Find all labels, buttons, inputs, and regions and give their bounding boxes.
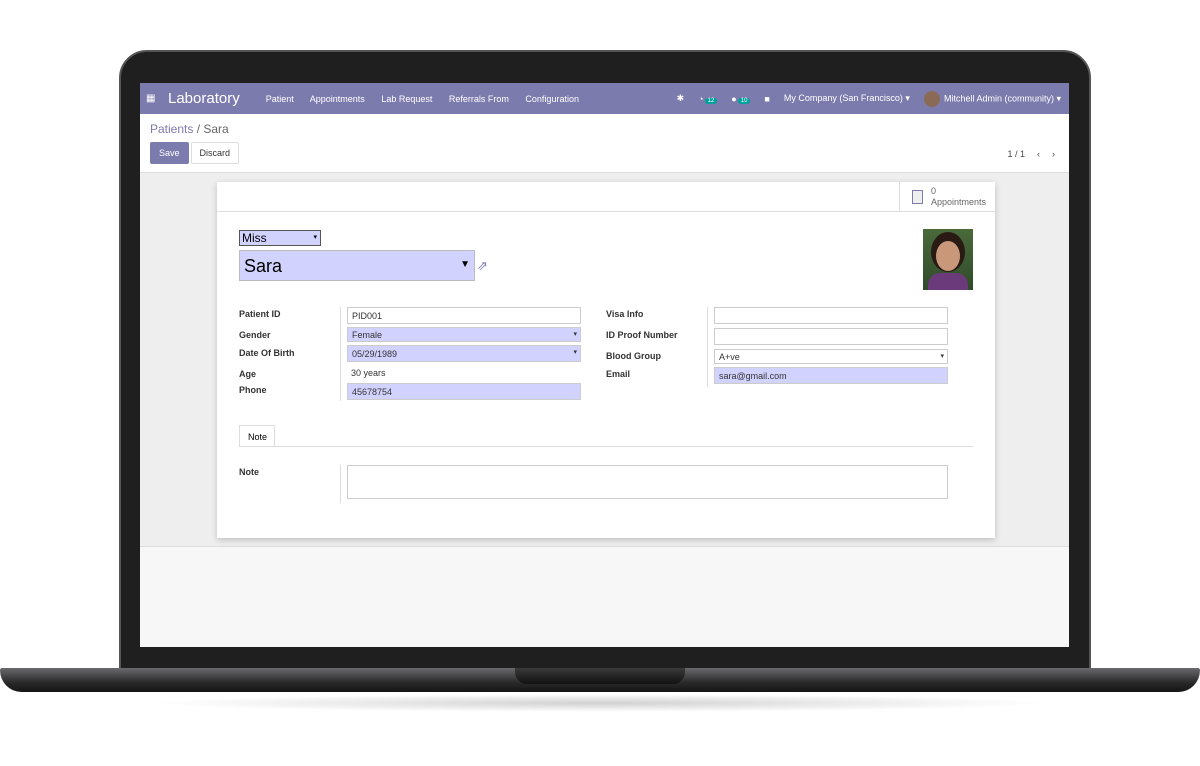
dob-input[interactable]: 05/29/1989 ▾	[347, 345, 581, 362]
menu-patient[interactable]: Patient	[265, 93, 294, 104]
chevron-left-icon[interactable]: ‹	[1037, 149, 1040, 159]
gender-value: Female	[352, 330, 383, 340]
screen: ▦ Laboratory Patient Appointments Lab Re…	[140, 83, 1069, 647]
discard-button[interactable]: Discard	[190, 142, 240, 164]
appointments-count: 0	[931, 186, 937, 196]
activity-button[interactable]: ◔ 12	[698, 93, 718, 104]
top-navbar: ▦ Laboratory Patient Appointments Lab Re…	[140, 83, 1069, 114]
email-input[interactable]: sara@gmail.com	[714, 367, 948, 384]
chat-icon: ●	[731, 93, 737, 104]
app-title[interactable]: Laboratory	[168, 90, 240, 107]
breadcrumb-patients[interactable]: Patients	[150, 122, 194, 136]
blood-group-select[interactable]: A+ve ▾	[714, 349, 948, 364]
label-phone: Phone	[239, 385, 267, 395]
pager-value[interactable]: 1 / 1	[1007, 149, 1025, 159]
control-panel: Patients / Sara Save Discard 1 / 1 ‹ ›	[140, 114, 1069, 173]
menu-lab-request[interactable]: Lab Request	[381, 93, 433, 104]
label-age: Age	[239, 369, 257, 379]
laptop-notch	[515, 668, 685, 684]
avatar	[923, 90, 940, 107]
caret-down-icon: ▾	[573, 331, 577, 338]
button-box: 0 Appointments	[217, 182, 995, 212]
document-icon	[912, 190, 923, 204]
patient-id-input[interactable]: PID001	[347, 307, 581, 324]
patient-photo[interactable]	[923, 229, 973, 290]
note-textarea[interactable]	[347, 465, 948, 499]
breadcrumb-current: Sara	[203, 122, 229, 136]
company-switcher[interactable]: My Company (San Francisco) ▾	[783, 93, 910, 103]
apps-grid-icon[interactable]: ▦	[146, 93, 156, 104]
dob-value: 05/29/1989	[352, 349, 398, 359]
caret-down-icon: ▾	[940, 353, 944, 360]
user-name: Mitchell Admin (community)	[943, 92, 1054, 103]
gender-select[interactable]: Female ▾	[347, 327, 581, 342]
phone-input[interactable]: 45678754	[347, 383, 581, 400]
label-blood-group: Blood Group	[606, 351, 661, 361]
menu-appointments[interactable]: Appointments	[309, 93, 365, 104]
menu-configuration[interactable]: Configuration	[525, 93, 579, 104]
label-email: Email	[606, 369, 631, 379]
visa-info-input[interactable]	[714, 307, 948, 324]
external-link-icon[interactable]: ⇗	[477, 258, 488, 273]
caret-down-icon[interactable]: ▼	[460, 259, 470, 270]
label-date-of-birth: Date Of Birth	[239, 348, 295, 358]
name-field[interactable]: Sara ▼	[239, 250, 475, 281]
messages-button[interactable]: ● 10	[731, 93, 751, 104]
label-visa-info: Visa Info	[606, 309, 644, 319]
name-value: Sara	[244, 256, 283, 276]
form-sheet: 0 Appointments Miss ▾ Sara ▼ ⇗ Patient ID P…	[217, 182, 995, 538]
gift-icon[interactable]: ■	[764, 93, 770, 104]
title-select[interactable]: Miss ▾	[239, 230, 321, 246]
blood-group-value: A+ve	[719, 352, 740, 362]
activity-badge: 12	[704, 97, 718, 104]
label-id-proof: ID Proof Number	[606, 330, 678, 340]
caret-down-icon: ▾	[313, 234, 317, 241]
tab-note[interactable]: Note	[239, 425, 275, 447]
tab-divider	[239, 446, 973, 447]
menu-referrals-from[interactable]: Referrals From	[448, 93, 509, 104]
appointments-smart-button[interactable]: 0 Appointments	[899, 182, 995, 212]
chevron-right-icon[interactable]: ›	[1052, 149, 1055, 159]
caret-down-icon: ▾	[573, 349, 577, 356]
title-value: Miss	[242, 231, 267, 245]
bug-icon[interactable]: ✱	[676, 93, 685, 103]
appointments-label: Appointments	[931, 197, 987, 207]
age-value: 30 years	[351, 368, 386, 378]
label-patient-id: Patient ID	[239, 309, 281, 319]
message-badge: 10	[737, 97, 751, 104]
breadcrumb: Patients / Sara	[150, 122, 229, 136]
label-note: Note	[239, 467, 259, 477]
clock-icon: ◔	[698, 93, 704, 104]
label-gender: Gender	[239, 330, 271, 340]
company-name: My Company (San Francisco)	[783, 93, 903, 103]
save-button[interactable]: Save	[150, 142, 189, 164]
user-menu[interactable]: Mitchell Admin (community) ▾	[923, 90, 1061, 107]
laptop-shadow	[150, 694, 1050, 712]
id-proof-input[interactable]	[714, 328, 948, 345]
pager: 1 / 1 ‹ ›	[1007, 149, 1055, 159]
